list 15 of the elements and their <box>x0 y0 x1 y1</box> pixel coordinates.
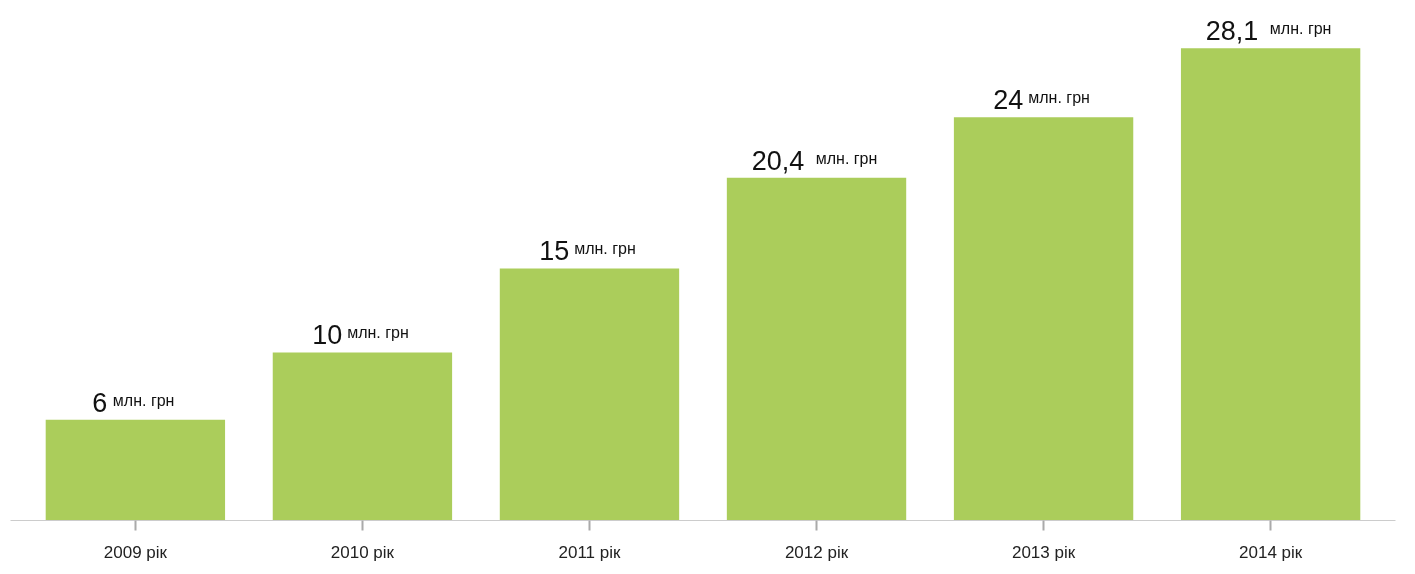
x-tick-label: 2011 рік <box>558 542 622 562</box>
x-tick-label: 2013 рік <box>1011 542 1076 562</box>
x-tick-label: 2012 рік <box>784 542 849 562</box>
bar <box>726 177 907 521</box>
data-label: 20,4 млн. грн <box>751 145 878 176</box>
x-tick-label: 2014 рік <box>1239 542 1303 562</box>
x-tick-label: 2009 рік <box>103 542 168 562</box>
x-tick-label: 2010 рік <box>330 542 395 562</box>
bar <box>45 419 226 521</box>
bar <box>272 352 453 521</box>
bar <box>1180 48 1361 521</box>
data-label: 28,1 млн. грн <box>1205 16 1332 47</box>
bar <box>499 268 680 521</box>
data-label: 6 млн. грн <box>92 387 175 418</box>
bar <box>953 117 1134 521</box>
